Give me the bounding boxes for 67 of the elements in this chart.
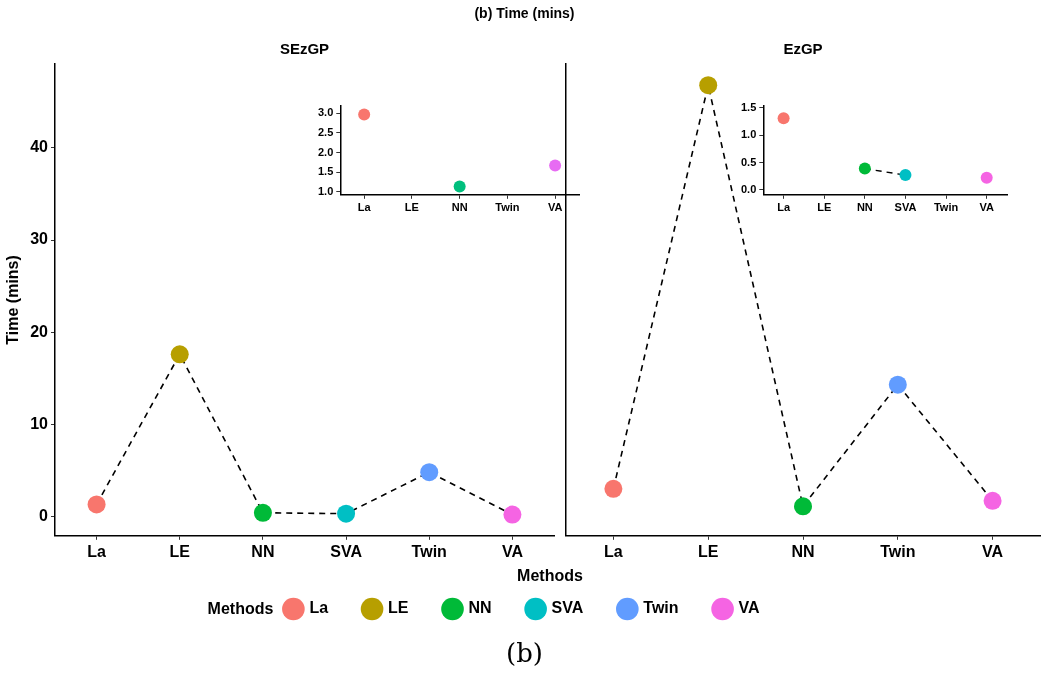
x-tick-label: VA [979, 201, 994, 214]
point [858, 162, 871, 175]
x-tick-label: La [777, 201, 791, 214]
point [420, 463, 439, 482]
text: (b) Time (mins) [473, 5, 576, 21]
text: (b) [505, 638, 544, 668]
point [337, 504, 356, 523]
point [87, 495, 106, 514]
legend-title: Methods [206, 599, 274, 619]
y-tick-label: 20 [30, 322, 49, 340]
point [899, 169, 912, 182]
x-tick-label: Twin [933, 201, 959, 214]
x-tick-label: La [357, 201, 372, 214]
x-tick-label: NN [791, 542, 815, 560]
y-tick-label: 1.5 [740, 100, 757, 113]
point [253, 503, 272, 522]
legend-label: SVA [551, 599, 584, 617]
x-tick-label: Twin [411, 542, 447, 560]
x-tick-label: LE [817, 201, 832, 214]
x-tick-label: SVA [330, 542, 363, 560]
point [980, 171, 993, 184]
point [358, 108, 371, 121]
point [604, 479, 623, 498]
x-tick-label: NN [251, 542, 275, 560]
point [794, 497, 812, 516]
x-tick-label: VA [547, 201, 563, 214]
x-tick-label: La [604, 542, 623, 560]
point [888, 375, 907, 394]
y-tick-label: 40 [30, 138, 49, 156]
y-tick-label: 1.0 [317, 184, 334, 197]
y-tick-label: 0.5 [740, 155, 757, 168]
x-tick-label: Twin [880, 542, 916, 560]
chart-title: EzGP [782, 40, 824, 57]
x-tick-label: LE [169, 542, 191, 560]
x-tick-label: LE [404, 201, 419, 214]
point [777, 112, 790, 125]
x-tick-label: VA [501, 542, 524, 560]
legend-label: VA [738, 599, 761, 617]
x-tick-label: NN [856, 201, 873, 214]
x-tick-label: La [87, 542, 107, 560]
x-tick-label: NN [451, 201, 468, 214]
legend-label: La [309, 599, 329, 617]
x-tick-label: Twin [495, 201, 520, 214]
legend-label: Twin [643, 599, 679, 617]
x-tick-label: LE [697, 542, 719, 560]
point [503, 505, 522, 524]
y-tick-label: 30 [30, 230, 49, 248]
point [170, 345, 189, 364]
legend-label: NN [468, 599, 492, 617]
y-tick-label: 2.0 [317, 145, 334, 158]
x-axis-title: Methods [516, 567, 584, 585]
legend-label: LE [388, 599, 409, 617]
point [453, 180, 466, 193]
x-tick-label: SVA [894, 201, 917, 214]
x-tick-label: VA [982, 542, 1004, 560]
point [699, 76, 718, 95]
y-tick-label: 10 [30, 414, 49, 432]
y-tick-label: 3.0 [317, 106, 334, 119]
y-tick-label: 0.0 [740, 182, 757, 195]
point [983, 491, 1002, 510]
y-tick-label: 2.5 [317, 126, 334, 139]
y-axis-title: Time (mins) [4, 255, 22, 345]
point [549, 159, 562, 172]
y-tick-label: 0 [39, 506, 49, 524]
chart-title: SEzGP [278, 40, 331, 57]
y-tick-label: 1.5 [317, 165, 334, 178]
y-tick-label: 1.0 [740, 128, 757, 141]
